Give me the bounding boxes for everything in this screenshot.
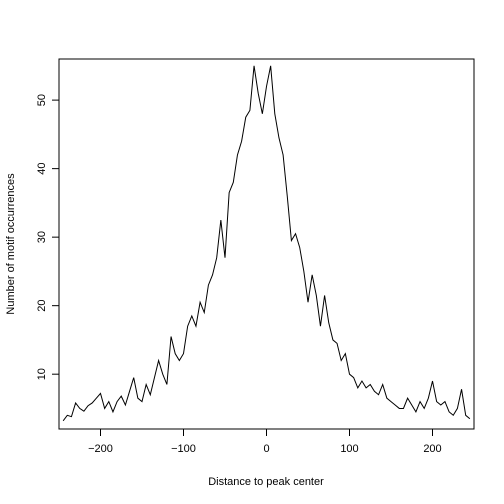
x-axis: −200 −100 0 100 200: [88, 429, 442, 455]
y-tick-label: 20: [36, 300, 48, 312]
y-tick-label: 40: [36, 163, 48, 175]
x-tick-label: 200: [423, 443, 441, 455]
x-axis-label: Distance to peak center: [208, 476, 324, 488]
x-tick-label: 0: [263, 443, 269, 455]
plot-frame: [58, 58, 475, 430]
series-line: [62, 65, 471, 422]
x-tick-label: −100: [171, 443, 196, 455]
y-tick-label: 10: [36, 368, 48, 380]
y-tick-label: 50: [36, 94, 48, 106]
y-tick-label: 30: [36, 231, 48, 243]
y-axis: 10 20 30 40 50: [36, 94, 59, 380]
x-tick-label: −200: [88, 443, 113, 455]
y-axis-label: Number of motif occurrences: [5, 173, 17, 315]
x-tick-label: 100: [340, 443, 358, 455]
